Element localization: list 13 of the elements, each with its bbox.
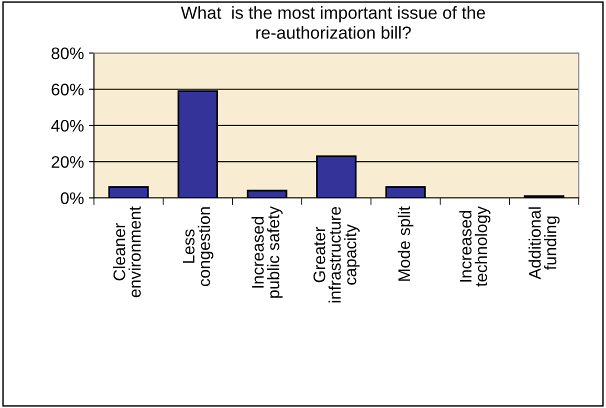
y-tick-label: 0% — [60, 192, 84, 204]
x-tick-label: Less congestion — [182, 207, 214, 286]
y-tick-label: 20% — [52, 156, 84, 168]
x-tick-label: Increased technology — [459, 206, 490, 287]
x-tick-label: Greater infrastructure capacity — [313, 206, 360, 302]
y-tick-label: 40% — [51, 120, 84, 132]
x-tick-label: Cleaner environment — [113, 206, 141, 298]
x-tick-label: Mode split — [398, 206, 414, 281]
y-tick-label: 80% — [52, 47, 84, 60]
x-tick-label: Additional funding — [528, 207, 560, 280]
x-tick-label: Increased public safety — [252, 206, 283, 298]
chart-title: What is the most important issue of the re-authorization bill? — [180, 6, 485, 39]
y-tick-label: 60% — [52, 84, 84, 96]
